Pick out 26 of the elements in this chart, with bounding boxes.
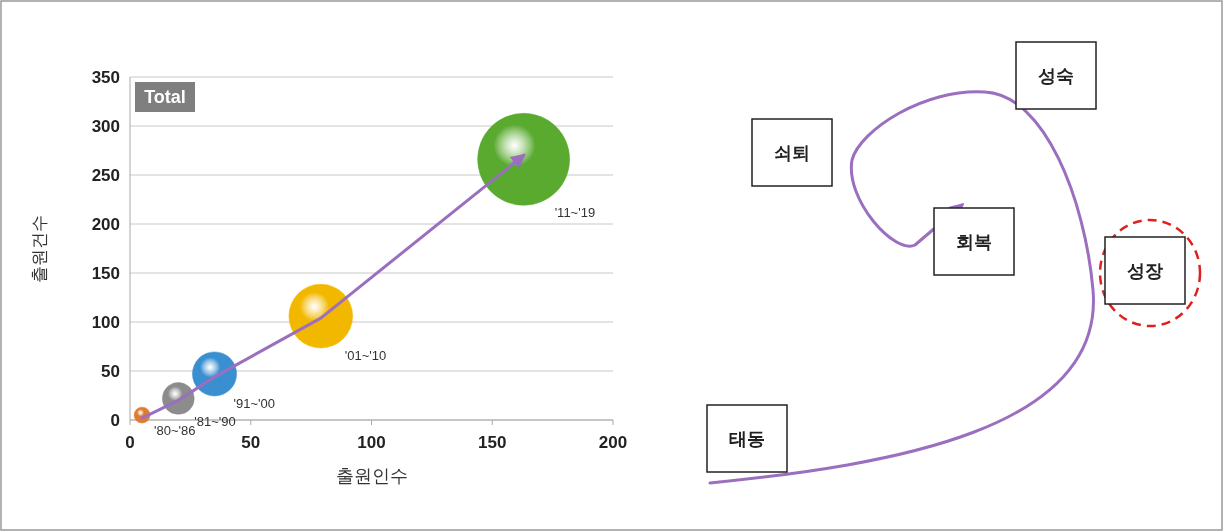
y-tick-label: 300 xyxy=(91,117,120,136)
y-tick-label: 200 xyxy=(91,215,120,234)
data-label: '91~'00 xyxy=(233,396,276,411)
x-tick-label: 150 xyxy=(478,433,507,452)
y-tick-label: 350 xyxy=(91,68,120,87)
annotation: Total xyxy=(144,87,186,107)
y-tick-label: 50 xyxy=(101,362,120,381)
y-tick-label: 0 xyxy=(110,411,120,430)
y-tick-label: 150 xyxy=(91,264,120,283)
data-label: '81~'90 xyxy=(194,414,236,430)
data-label: '01~'10 xyxy=(344,347,387,363)
text: 회복 xyxy=(956,232,992,252)
data-label: '11~'19 xyxy=(554,205,596,221)
x-tick-label: 50 xyxy=(241,433,261,452)
text: 쇠퇴 xyxy=(774,143,810,163)
text: 성장 xyxy=(1127,261,1163,281)
x-axis-title: 출원인수 xyxy=(335,466,408,486)
x-tick-label: 200 xyxy=(598,433,628,452)
y-tick-label: 100 xyxy=(91,313,120,332)
data-label: '80~'86 xyxy=(154,423,196,439)
x-tick-label: 0 xyxy=(125,433,135,452)
x-tick-label: 100 xyxy=(357,433,386,452)
y-tick-label: 250 xyxy=(91,166,120,185)
y-axis-title: 출원건수 xyxy=(30,214,49,283)
text: 태동 xyxy=(729,429,765,449)
text: 성숙 xyxy=(1038,66,1074,86)
